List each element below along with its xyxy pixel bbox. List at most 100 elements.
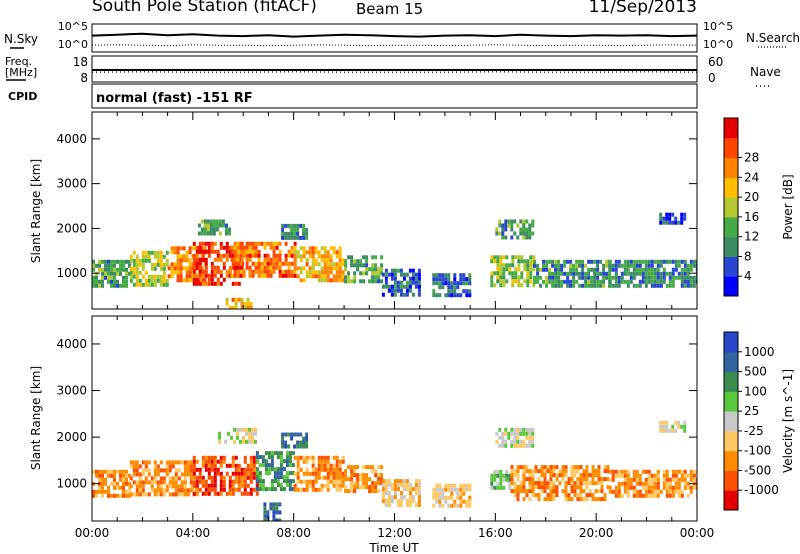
scatter-region (490, 469, 512, 490)
colorbar-tick-label: 24 (744, 170, 759, 184)
colorbar-segment (724, 177, 738, 198)
colorbar-tick-label: 8 (744, 249, 752, 263)
scatter-region (92, 259, 131, 288)
velocity-colorbar-frame (723, 331, 739, 511)
freq-tick-label: 8 (80, 71, 88, 85)
mode-label: normal (fast) -151 RF (96, 91, 253, 106)
y-tick-label: 3000 (56, 384, 87, 398)
colorbar-segment (724, 157, 738, 178)
x-tick-label: 04:00 (176, 526, 211, 540)
noise-tick-label: 10^0 (58, 38, 88, 51)
noise-tick-label-right: 10^0 (703, 38, 733, 51)
colorbar-tick-label: 4 (744, 269, 752, 283)
x-tick-label: 12:00 (377, 526, 412, 540)
scatter-region (255, 451, 295, 492)
colorbar-segment (724, 256, 738, 277)
scatter-region (218, 427, 257, 444)
power-y-axis-label: Slant Range [km] (29, 159, 43, 263)
power-colorbar: 4 8 12 16 20 24 28 Power [dB] (723, 117, 795, 297)
scatter-region (608, 469, 697, 498)
scatter-region (293, 246, 345, 283)
y-tick-label: 2000 (56, 221, 87, 235)
scatter-region (129, 460, 196, 497)
frequency-nave-panel: 18 8 60 0 (73, 55, 724, 85)
colorbar-segment (724, 411, 738, 432)
scatter-region (192, 455, 259, 496)
colorbar-segment (724, 236, 738, 257)
colorbar-tick-label: -100 (744, 444, 771, 458)
scatter-region (381, 268, 421, 297)
colorbar-segment (724, 450, 738, 471)
colorbar-tick-label: -500 (744, 463, 771, 477)
cpid-panel-frame (91, 83, 698, 109)
station-title: South Pole Station (fitACF) (92, 0, 317, 16)
scatter-region (432, 273, 472, 298)
colorbar-segment (724, 216, 738, 238)
scatter-region (659, 212, 687, 225)
power-colorbar-frame (723, 117, 739, 297)
scatter-region (281, 432, 309, 449)
cpid-label: CPID (8, 90, 37, 103)
y-tick-label: 4000 (56, 132, 87, 146)
noise-tick-label: 10^5 (58, 20, 88, 33)
date-label: 11/Sep/2013 (588, 0, 697, 17)
scatter-region (608, 259, 697, 288)
scatter-region (129, 250, 169, 287)
colorbar-segment (724, 351, 738, 373)
colorbar-segment (724, 391, 738, 412)
y-tick-label: 1000 (56, 477, 87, 491)
x-tick-label: 16:00 (478, 526, 513, 540)
x-tick-label: 00:00 (680, 526, 715, 540)
velocity-colorbar: -1000 -500 -100 -25 25 100 500 1000 Velocity [m… (723, 331, 795, 511)
scatter-region (344, 255, 384, 284)
colorbar-tick-label: -25 (744, 424, 764, 438)
y-tick-label: 1000 (56, 266, 87, 280)
colorbar-tick-label: 100 (744, 384, 767, 398)
velocity-y-axis-label: Slant Range [km] (29, 366, 43, 470)
freq-unit-label: [MHz] (5, 66, 37, 79)
y-tick-label: 3000 (56, 177, 87, 191)
y-tick-label: 4000 (56, 337, 87, 351)
noise-panel: 10^5 10^0 10^5 10^0 (58, 20, 733, 53)
colorbar-segment (724, 332, 738, 353)
colorbar-segment (724, 371, 738, 392)
colorbar-tick-label: 16 (744, 210, 759, 224)
colorbar-tick-label: 500 (744, 365, 767, 379)
colorbar-segment (724, 430, 738, 452)
colorbar-tick-label: 12 (744, 230, 759, 244)
scatter-region (533, 259, 612, 288)
colorbar-segment (724, 470, 738, 491)
scatter-region (659, 420, 687, 433)
x-tick-label: 08:00 (276, 526, 311, 540)
scatter-region (510, 465, 610, 502)
noise-tick-label-right: 10^5 (703, 20, 733, 33)
scatter-region (197, 219, 231, 236)
nsearch-label: N.Search (746, 31, 800, 45)
scatter-region (263, 502, 282, 521)
nsky-label: N.Sky (4, 32, 38, 46)
colorbar-segment (724, 276, 738, 297)
scatter-region (225, 297, 253, 309)
power-panel: 1000 2000 3000 4000 Slant Range [km] (29, 111, 698, 310)
colorbar-tick-label: 1000 (744, 345, 775, 359)
freq-tick-label: 18 (73, 55, 88, 69)
nave-tick-label: 60 (708, 55, 723, 69)
noise-series-nsky (91, 32, 698, 38)
colorbar-segment (724, 137, 738, 159)
velocity-panel: 1000 2000 3000 4000 00:00 04:00 08:00 12:00 16:0… (29, 315, 715, 554)
colorbar-segment (724, 118, 738, 139)
scatter-region (293, 455, 345, 492)
x-tick-label: 20:00 (579, 526, 614, 540)
colorbar-tick-label: -1000 (744, 483, 779, 497)
scatter-region (495, 219, 535, 240)
x-tick-label: 00:00 (75, 526, 110, 540)
noise-panel-frame (91, 23, 698, 53)
scatter-region (432, 483, 472, 508)
scatter-region (281, 223, 309, 240)
beam-label: Beam 15 (356, 0, 424, 18)
x-axis-label: Time UT (368, 541, 419, 554)
freq-label: Freq. (5, 55, 32, 68)
y-tick-label: 2000 (56, 430, 87, 444)
colorbar-segment (724, 490, 738, 511)
